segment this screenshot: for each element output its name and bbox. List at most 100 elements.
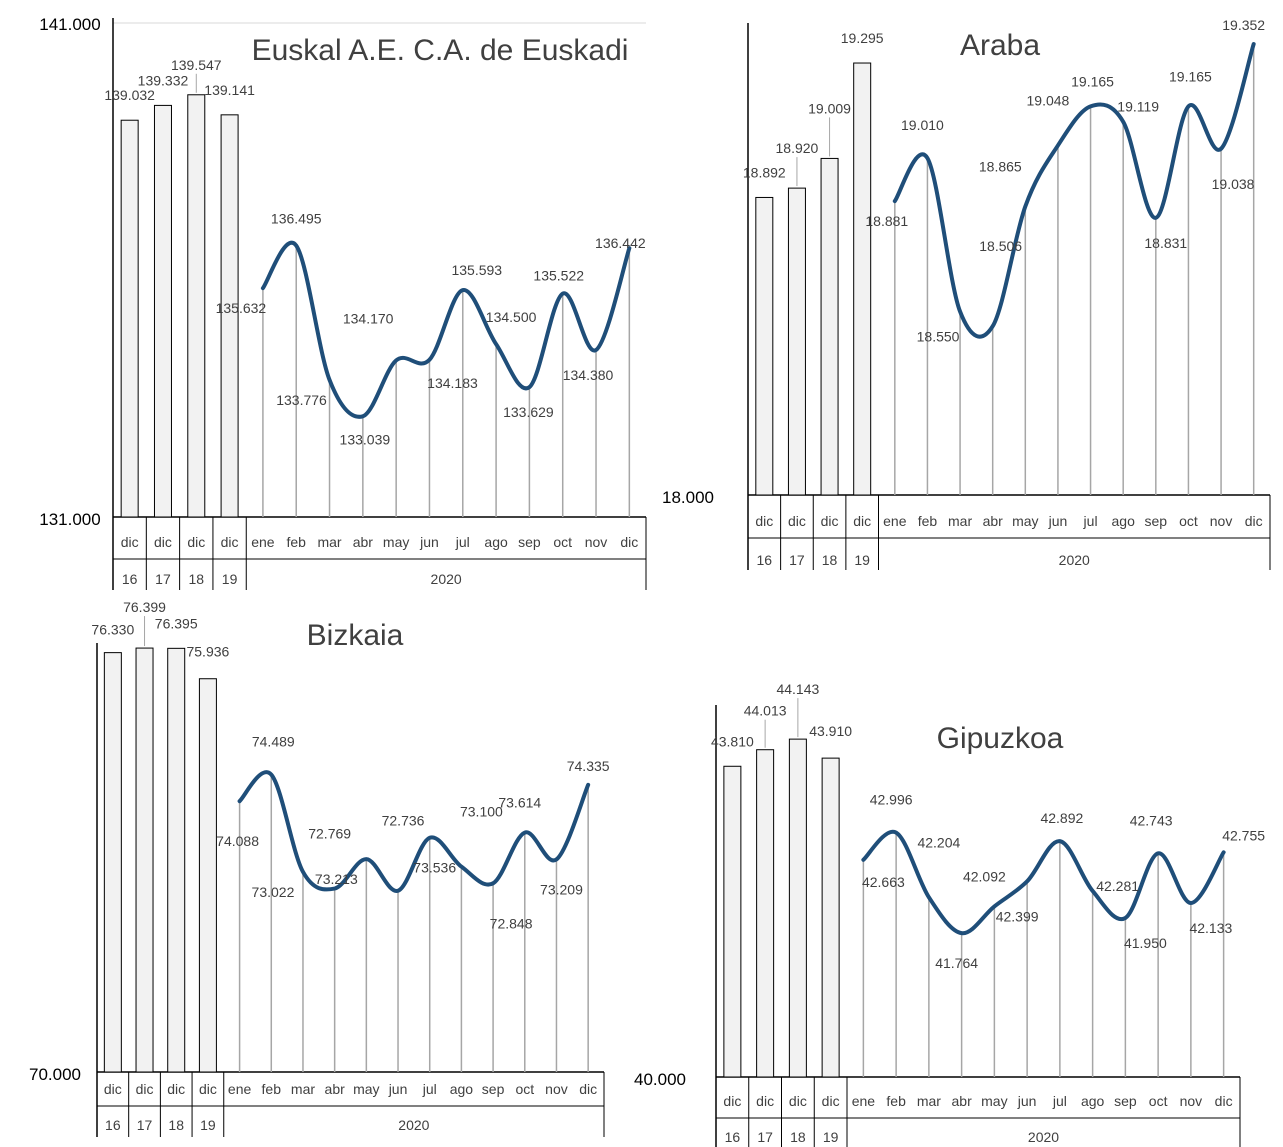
- x-tick-label: sep: [1114, 1093, 1137, 1109]
- line-value-label: 133.629: [503, 404, 554, 420]
- line-value-label: 18.550: [917, 329, 960, 345]
- line-value-label: 42.204: [917, 834, 960, 850]
- line-value-label: 42.663: [862, 874, 905, 890]
- x-tick-label: ago: [450, 1081, 474, 1097]
- line-value-label: 19.048: [1027, 92, 1070, 108]
- bar-dic-19: [198, 678, 217, 1073]
- line-point-dic: [1252, 42, 1256, 46]
- line-value-label: 135.522: [533, 268, 584, 284]
- bar-dic-17: [153, 104, 172, 518]
- line-value-label: 42.399: [996, 908, 1039, 924]
- x-year-label: 16: [122, 571, 138, 587]
- x-tick-label: dic: [789, 1093, 807, 1109]
- bar-dic-17: [787, 187, 806, 496]
- line-value-label: 19.119: [1117, 99, 1159, 115]
- line-value-label: 73.209: [540, 881, 583, 897]
- bar-dic-16: [120, 119, 139, 518]
- x-tick-label: oct: [515, 1081, 534, 1097]
- bar-dic-19: [220, 114, 239, 518]
- x-tick-label: jun: [1048, 513, 1068, 529]
- line-value-label: 19.165: [1071, 73, 1114, 89]
- line-point-ago: [459, 865, 463, 869]
- bar-dic-19: [853, 62, 872, 496]
- line-point-mar: [927, 895, 931, 899]
- line-value-label: 18.865: [979, 158, 1022, 174]
- line-value-label: 74.489: [252, 734, 295, 750]
- bar-value-label: 139.547: [171, 57, 222, 73]
- x-year-label: 17: [137, 1117, 153, 1133]
- bar-value-label: 139.332: [138, 72, 189, 88]
- x-tick-label: dic: [221, 534, 239, 550]
- line-point-jul: [1089, 104, 1093, 108]
- x-tick-label: may: [353, 1081, 379, 1097]
- line-point-feb: [894, 831, 898, 835]
- bar-value-label: 76.330: [91, 622, 134, 638]
- bar-value-label: 76.395: [155, 615, 198, 631]
- line-value-label: 135.632: [216, 300, 267, 316]
- chart-title: Gipuzkoa: [937, 722, 1064, 755]
- bar-value-label: 75.936: [186, 644, 229, 660]
- line-point-abr: [960, 931, 964, 935]
- x-tick-label: dic: [154, 534, 172, 550]
- line-point-nov: [554, 857, 558, 861]
- line-value-label: 73.536: [413, 860, 456, 876]
- line-value-label: 136.495: [271, 211, 322, 227]
- x-tick-label: dic: [136, 1081, 154, 1097]
- y-axis-min-label: 70.000: [29, 1065, 81, 1084]
- x-tick-label: dic: [199, 1081, 217, 1097]
- line-point-may: [364, 857, 368, 861]
- chart-title: Euskal A.E. C.A. de Euskadi: [252, 34, 629, 67]
- x-tick-label: ago: [1081, 1093, 1105, 1109]
- line-value-label: 72.769: [308, 826, 351, 842]
- x-year-label: 18: [790, 1129, 806, 1145]
- x-tick-label: nov: [1180, 1093, 1203, 1109]
- x-tick-label: mar: [291, 1081, 315, 1097]
- bar-dic-18: [820, 157, 839, 496]
- line-point-feb: [925, 156, 929, 160]
- line-value-label: 42.133: [1189, 920, 1232, 936]
- x-tick-label: feb: [286, 534, 306, 550]
- line-value-label: 134.500: [486, 309, 537, 325]
- line-point-jun: [396, 889, 400, 893]
- line-point-feb: [294, 244, 298, 248]
- line-value-label: 135.593: [451, 262, 502, 278]
- line-point-jun: [427, 358, 431, 362]
- x-tick-label: ene: [852, 1093, 876, 1109]
- bar-value-label: 19.009: [808, 100, 851, 116]
- x-year-label: 16: [757, 552, 773, 568]
- x-tick-label: ago: [484, 534, 508, 550]
- x-year-label: 19: [222, 571, 238, 587]
- x-tick-label: feb: [262, 1081, 282, 1097]
- line-value-label: 133.039: [340, 431, 391, 447]
- series-line-2020: [237, 770, 591, 893]
- line-point-jul: [428, 836, 432, 840]
- x-tick-label: dic: [104, 1081, 122, 1097]
- line-value-label: 42.092: [963, 868, 1006, 884]
- x-tick-label: ene: [883, 513, 907, 529]
- line-value-label: 72.848: [490, 915, 533, 931]
- x-tick-label: ene: [228, 1081, 252, 1097]
- x-tick-label: feb: [886, 1093, 906, 1109]
- line-value-label: 134.380: [563, 367, 614, 383]
- x-tick-label: jul: [1083, 513, 1098, 529]
- x-tick-label: sep: [518, 534, 541, 550]
- x-tick-label: feb: [918, 513, 938, 529]
- line-point-mar: [301, 870, 305, 874]
- bar-dic-18: [187, 94, 206, 518]
- line-value-label: 41.950: [1124, 935, 1167, 951]
- chart-title: Bizkaia: [307, 619, 404, 652]
- line-point-jul: [461, 288, 465, 292]
- line-point-oct: [561, 292, 565, 296]
- bar-dic-16: [755, 196, 774, 496]
- line-point-nov: [594, 348, 598, 352]
- x-year-group-label: 2020: [431, 571, 462, 587]
- bar-value-label: 43.910: [809, 723, 852, 739]
- x-year-label: 18: [822, 552, 838, 568]
- line-value-label: 74.088: [216, 833, 259, 849]
- x-tick-label: mar: [917, 1093, 941, 1109]
- line-point-abr: [361, 414, 365, 418]
- x-year-label: 19: [823, 1129, 839, 1145]
- y-axis-min-label: 131.000: [39, 510, 100, 529]
- x-tick-label: jul: [422, 1081, 437, 1097]
- bar-value-label: 44.013: [744, 703, 787, 719]
